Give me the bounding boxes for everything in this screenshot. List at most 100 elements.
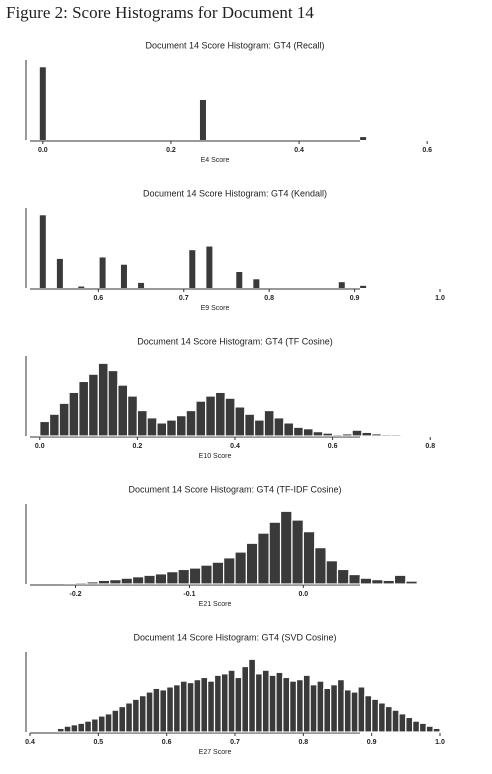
histogram-bar	[87, 373, 99, 437]
histogram-bar	[86, 581, 99, 585]
histogram-bar	[289, 680, 298, 733]
histogram-bar	[97, 579, 111, 585]
histogram-bar	[371, 698, 380, 733]
histogram-bar	[179, 680, 188, 733]
histogram-bar	[227, 669, 236, 733]
x-tick-label: 0.4	[230, 443, 240, 450]
x-tick-label: 0.0	[38, 147, 48, 154]
histogram-bar	[127, 395, 138, 437]
histogram-bar	[312, 431, 324, 437]
histogram-bar	[322, 432, 334, 437]
histogram-bar	[245, 542, 259, 585]
histogram-bar	[241, 665, 250, 733]
histogram-bar	[195, 400, 207, 437]
histogram-bar	[292, 426, 304, 437]
histogram-bar	[145, 691, 154, 733]
chart-title: Document 14 Score Histogram: GT4 (Recall…	[145, 40, 324, 50]
histogram-bar	[39, 420, 51, 437]
x-tick-label: 0.8	[298, 739, 308, 746]
histogram-bar	[336, 679, 345, 733]
histogram-bar	[200, 676, 209, 733]
chart-title: Document 14 Score Histogram: GT4 (SVD Co…	[133, 632, 336, 642]
histogram-bar	[359, 577, 373, 585]
x-tick-label: 0.6	[162, 739, 172, 746]
x-tick-label: 0.4	[25, 739, 35, 746]
histogram-bar	[70, 724, 79, 733]
histogram-bar	[193, 679, 202, 733]
histogram-bar	[302, 428, 314, 437]
histogram-bar	[172, 684, 181, 733]
histogram-bar	[131, 698, 140, 733]
histogram-bar	[207, 680, 216, 733]
histogram-bar	[253, 419, 265, 437]
histogram-bar	[405, 580, 418, 585]
bar	[206, 246, 213, 288]
histogram-bar	[268, 674, 277, 733]
histogram-bar	[398, 713, 407, 733]
histogram-bar	[146, 417, 158, 437]
histogram-bar	[371, 433, 383, 437]
histogram-bar	[125, 702, 134, 733]
histogram-bar	[131, 576, 145, 585]
histogram-bar	[211, 561, 225, 585]
histogram-bar	[283, 422, 295, 437]
bar	[39, 215, 46, 288]
histogram-bar	[97, 715, 106, 733]
histogram-bar	[143, 574, 156, 585]
histogram-bar	[138, 695, 147, 733]
histogram-bar	[185, 409, 197, 437]
histogram-bar	[332, 433, 343, 437]
x-tick-label: 0.0	[298, 591, 308, 598]
histogram-bar	[77, 722, 86, 733]
histogram-bar	[275, 671, 284, 733]
histogram-bar	[107, 369, 119, 437]
histogram-bar	[118, 705, 127, 733]
histogram-bar	[351, 429, 363, 437]
histogram-bar	[257, 532, 270, 585]
histogram-bar	[234, 551, 247, 585]
x-axis-label: E10 Score	[199, 453, 232, 460]
histogram-bar	[48, 413, 60, 437]
histogram-bar	[361, 431, 373, 437]
histogram-bar	[74, 581, 88, 585]
histogram-bar	[412, 720, 421, 733]
bar	[138, 282, 145, 288]
histogram-bar	[156, 422, 168, 437]
histogram-bar	[111, 709, 120, 733]
histogram-bar	[136, 409, 148, 437]
x-tick-label: 0.4	[294, 147, 304, 154]
x-tick-label: 0.8	[425, 443, 435, 450]
chart-title: Document 14 Score Histogram: GT4 (Kendal…	[143, 188, 327, 198]
histogram-bar	[377, 702, 386, 733]
histogram-bar	[279, 510, 293, 585]
bar	[78, 286, 85, 288]
x-tick-label: 0.9	[350, 295, 360, 302]
histogram-bar	[166, 686, 175, 733]
histogram-bar	[58, 402, 70, 437]
histogram-bar	[382, 579, 396, 585]
histogram-bar	[348, 573, 361, 585]
histogram-bar	[302, 674, 311, 733]
x-tick-label: 1.0	[435, 739, 445, 746]
histogram-bar	[90, 718, 99, 733]
histogram-bar	[166, 419, 178, 437]
histogram-bar	[234, 406, 246, 437]
histogram-bar	[244, 413, 256, 437]
x-tick-label: 0.0	[35, 443, 45, 450]
histogram-bar	[109, 579, 122, 585]
histogram-bar	[405, 716, 414, 733]
histogram-bar	[152, 687, 161, 733]
histogram-bar	[325, 560, 339, 585]
x-axis-label: E27 Score	[199, 749, 232, 756]
histogram-bar	[63, 582, 77, 585]
histogram-bar	[390, 433, 402, 437]
bar	[199, 100, 206, 140]
bar	[99, 257, 106, 288]
histogram-bar	[364, 695, 373, 733]
histogram-bar	[314, 547, 327, 585]
histogram-bar	[350, 691, 359, 733]
histogram-bar	[384, 705, 393, 733]
x-tick-label: 1.0	[435, 295, 445, 302]
histogram-bar	[291, 519, 304, 585]
